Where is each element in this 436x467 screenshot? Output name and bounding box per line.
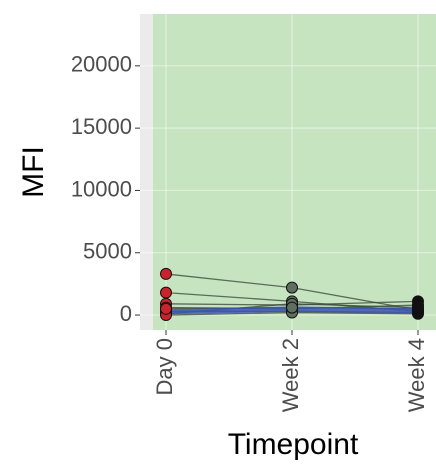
y-tick-label: 20000 [71, 52, 132, 77]
y-axis-label: MFI [17, 146, 50, 198]
x-tick-label: Week 2 [278, 338, 303, 412]
point [160, 302, 172, 315]
x-tick-label: Day 0 [152, 338, 177, 395]
point [286, 301, 298, 314]
x-axis-label: Timepoint [228, 428, 359, 461]
y-tick-label: 0 [120, 301, 132, 326]
y-tick-label: 15000 [71, 114, 132, 139]
y-tick-label: 10000 [71, 176, 132, 201]
x-tick-label: Week 4 [404, 338, 429, 412]
point [160, 267, 172, 280]
point [412, 302, 424, 315]
point [160, 286, 172, 299]
y-tick-label: 5000 [83, 239, 132, 264]
point [286, 281, 298, 294]
